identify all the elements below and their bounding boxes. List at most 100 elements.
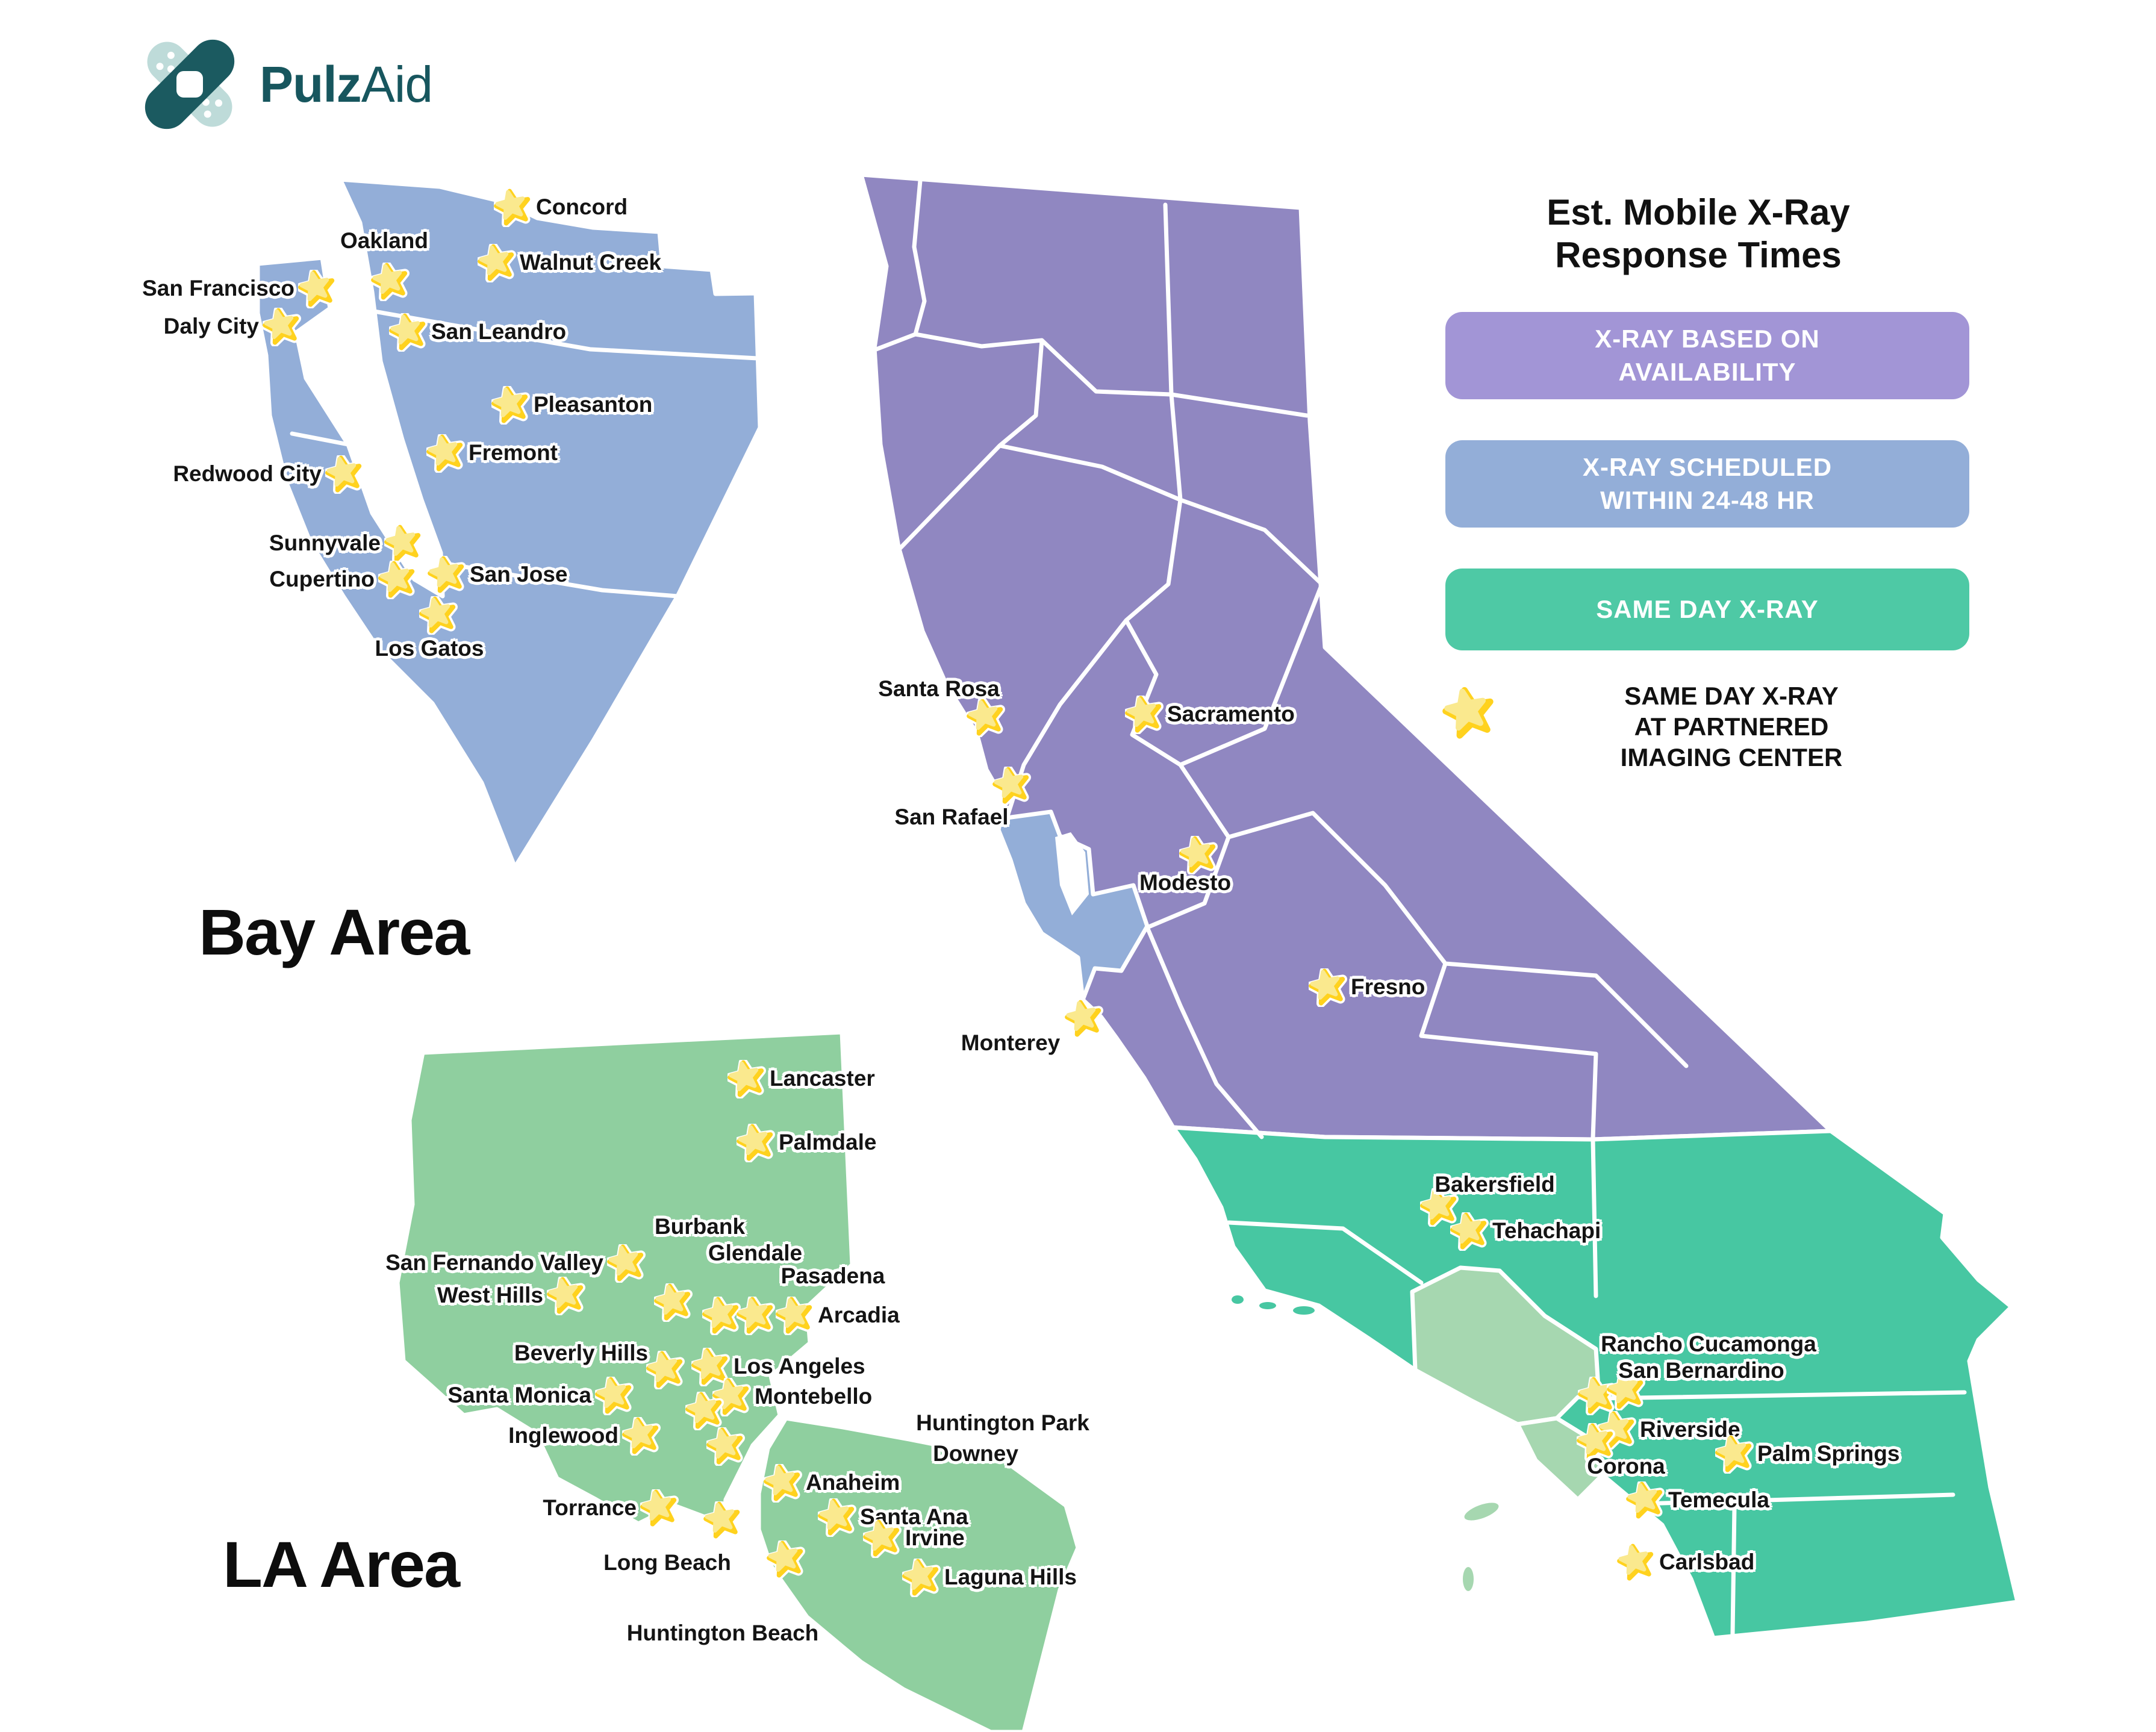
star-icon [298,270,337,308]
channel-island [1232,1295,1244,1304]
city-label: San Francisco [142,276,294,301]
star-icon [494,188,532,227]
norcal-county-borders [874,178,1689,1141]
city-label: Sacramento [1167,702,1295,727]
california-city-markers: Santa Rosa Sacramento San Rafael Modesto Fre… [843,163,2048,1732]
star-icon [426,434,465,473]
star-icon [640,1489,679,1528]
star-icon [419,596,458,635]
star-icon [992,767,1031,805]
city-label: Torrance [543,1495,637,1521]
star-icon [384,525,423,563]
city-label: Downey [933,1441,1018,1466]
star-icon [737,1297,775,1335]
city-label: Anaheim [806,1470,900,1495]
star-icon [389,313,428,352]
logo-wordmark: PulzAid [260,55,433,114]
legend-star-note: SAME DAY X-RAY AT PARTNERED IMAGING CENT… [1442,681,1948,773]
star-icon [706,1427,745,1466]
legend-star-icon [1442,687,1497,741]
city-label: Palmdale [779,1130,877,1155]
star-icon [547,1277,585,1315]
legend-title: Est. Mobile X-Ray Response Times [1547,192,1850,275]
city-label: Santa Monica [447,1383,592,1408]
city-label: Modesto [1139,870,1232,895]
legend-badge: X-RAY BASED ON AVAILABILITY [1445,312,1969,400]
city-label: San Bernardino [1618,1358,1784,1383]
city-label: Santa Rosa [878,676,1000,701]
star-icon [818,1498,856,1537]
la-area-label: LA Area [223,1528,460,1601]
star-icon [325,455,364,494]
city-label: San Fernando Valley [385,1250,603,1276]
star-icon [1179,836,1218,874]
star-icon [863,1519,902,1558]
city-label: Huntington Park [916,1410,1089,1435]
city-label: Lancaster [770,1066,875,1091]
star-icon [685,1392,724,1430]
city-label: Glendale [708,1241,803,1265]
star-icon [737,1124,775,1162]
legend-badge-label: X-RAY SCHEDULED WITHIN 24-48 HR [1582,453,1833,514]
city-label: Oakland [340,228,428,253]
city-label: Monterey [961,1030,1061,1055]
star-icon [1309,968,1347,1007]
city-label: Palm Springs [1757,1441,1900,1466]
city-label: Irvine [905,1525,965,1551]
star-icon [1626,1481,1665,1520]
city-label: Long Beach [603,1550,731,1575]
logo-text-bold: Pulz [260,55,362,113]
city-label: Sunnyvale [269,531,381,556]
star-icon [1617,1544,1656,1582]
city-label: West Hills [437,1283,543,1308]
star-icon [702,1297,741,1335]
legend-badge: X-RAY SCHEDULED WITHIN 24-48 HR [1445,440,1969,528]
city-label: Daly City [163,314,259,339]
star-icon [607,1244,646,1283]
star-icon [1450,1212,1489,1251]
catalina-island [1464,1503,1499,1521]
island [1463,1567,1474,1591]
channel-island [1259,1302,1276,1309]
city-label: Montebello [755,1384,873,1409]
city-label: Concord [536,195,628,220]
star-icon [478,244,516,282]
city-label: San Rafael [894,805,1009,829]
star-icon [1715,1435,1754,1474]
la-area-inset-map: Lancaster Palmdale San Fernando Valley West… [385,1024,1090,1732]
star-icon [371,263,410,301]
city-label: Laguna Hills [944,1565,1077,1590]
city-label: Arcadia [818,1303,900,1328]
bay-area-inset-map: Concord Oakland Walnut Creek San Francisco D… [142,175,771,891]
star-icon [764,1464,802,1503]
legend: Est. Mobile X-Ray Response Times X-RAY B… [1427,192,1969,651]
city-label: Riverside [1640,1417,1740,1442]
bay-city-markers: Concord Oakland Walnut Creek San Francisco D… [142,175,771,891]
star-icon [378,561,417,599]
city-label: Pasadena [780,1263,885,1288]
bay-area-label: Bay Area [199,896,470,968]
star-icon [646,1351,685,1389]
city-label: Walnut Creek [520,250,662,275]
legend-badge: SAME DAY X-RAY [1445,569,1969,651]
city-label: Redwood City [173,461,322,487]
star-icon [703,1501,742,1540]
star-icon [902,1559,941,1597]
star-icon [1125,696,1164,734]
star-icon [622,1417,661,1456]
city-label: Los Angeles [734,1354,865,1379]
star-icon [767,1540,805,1579]
city-label: Huntington Beach [626,1621,819,1645]
city-label: Fresno [1351,974,1425,1000]
city-label: Beverly Hills [514,1341,649,1365]
bay-county-borders [290,308,760,599]
legend-badge-list: X-RAY BASED ON AVAILABILITY X-RAY SCHEDUL… [1445,312,1969,691]
city-label: Carlsbad [1659,1550,1755,1575]
star-icon [263,308,301,346]
legend-badge-label: SAME DAY X-RAY [1596,595,1819,624]
logo: PulzAid [136,30,433,139]
legend-badge-label: X-RAY BASED ON AVAILABILITY [1595,325,1820,386]
city-label: San Jose [470,562,568,587]
legend-star-note-text: SAME DAY X-RAY AT PARTNERED IMAGING CENT… [1620,682,1843,772]
